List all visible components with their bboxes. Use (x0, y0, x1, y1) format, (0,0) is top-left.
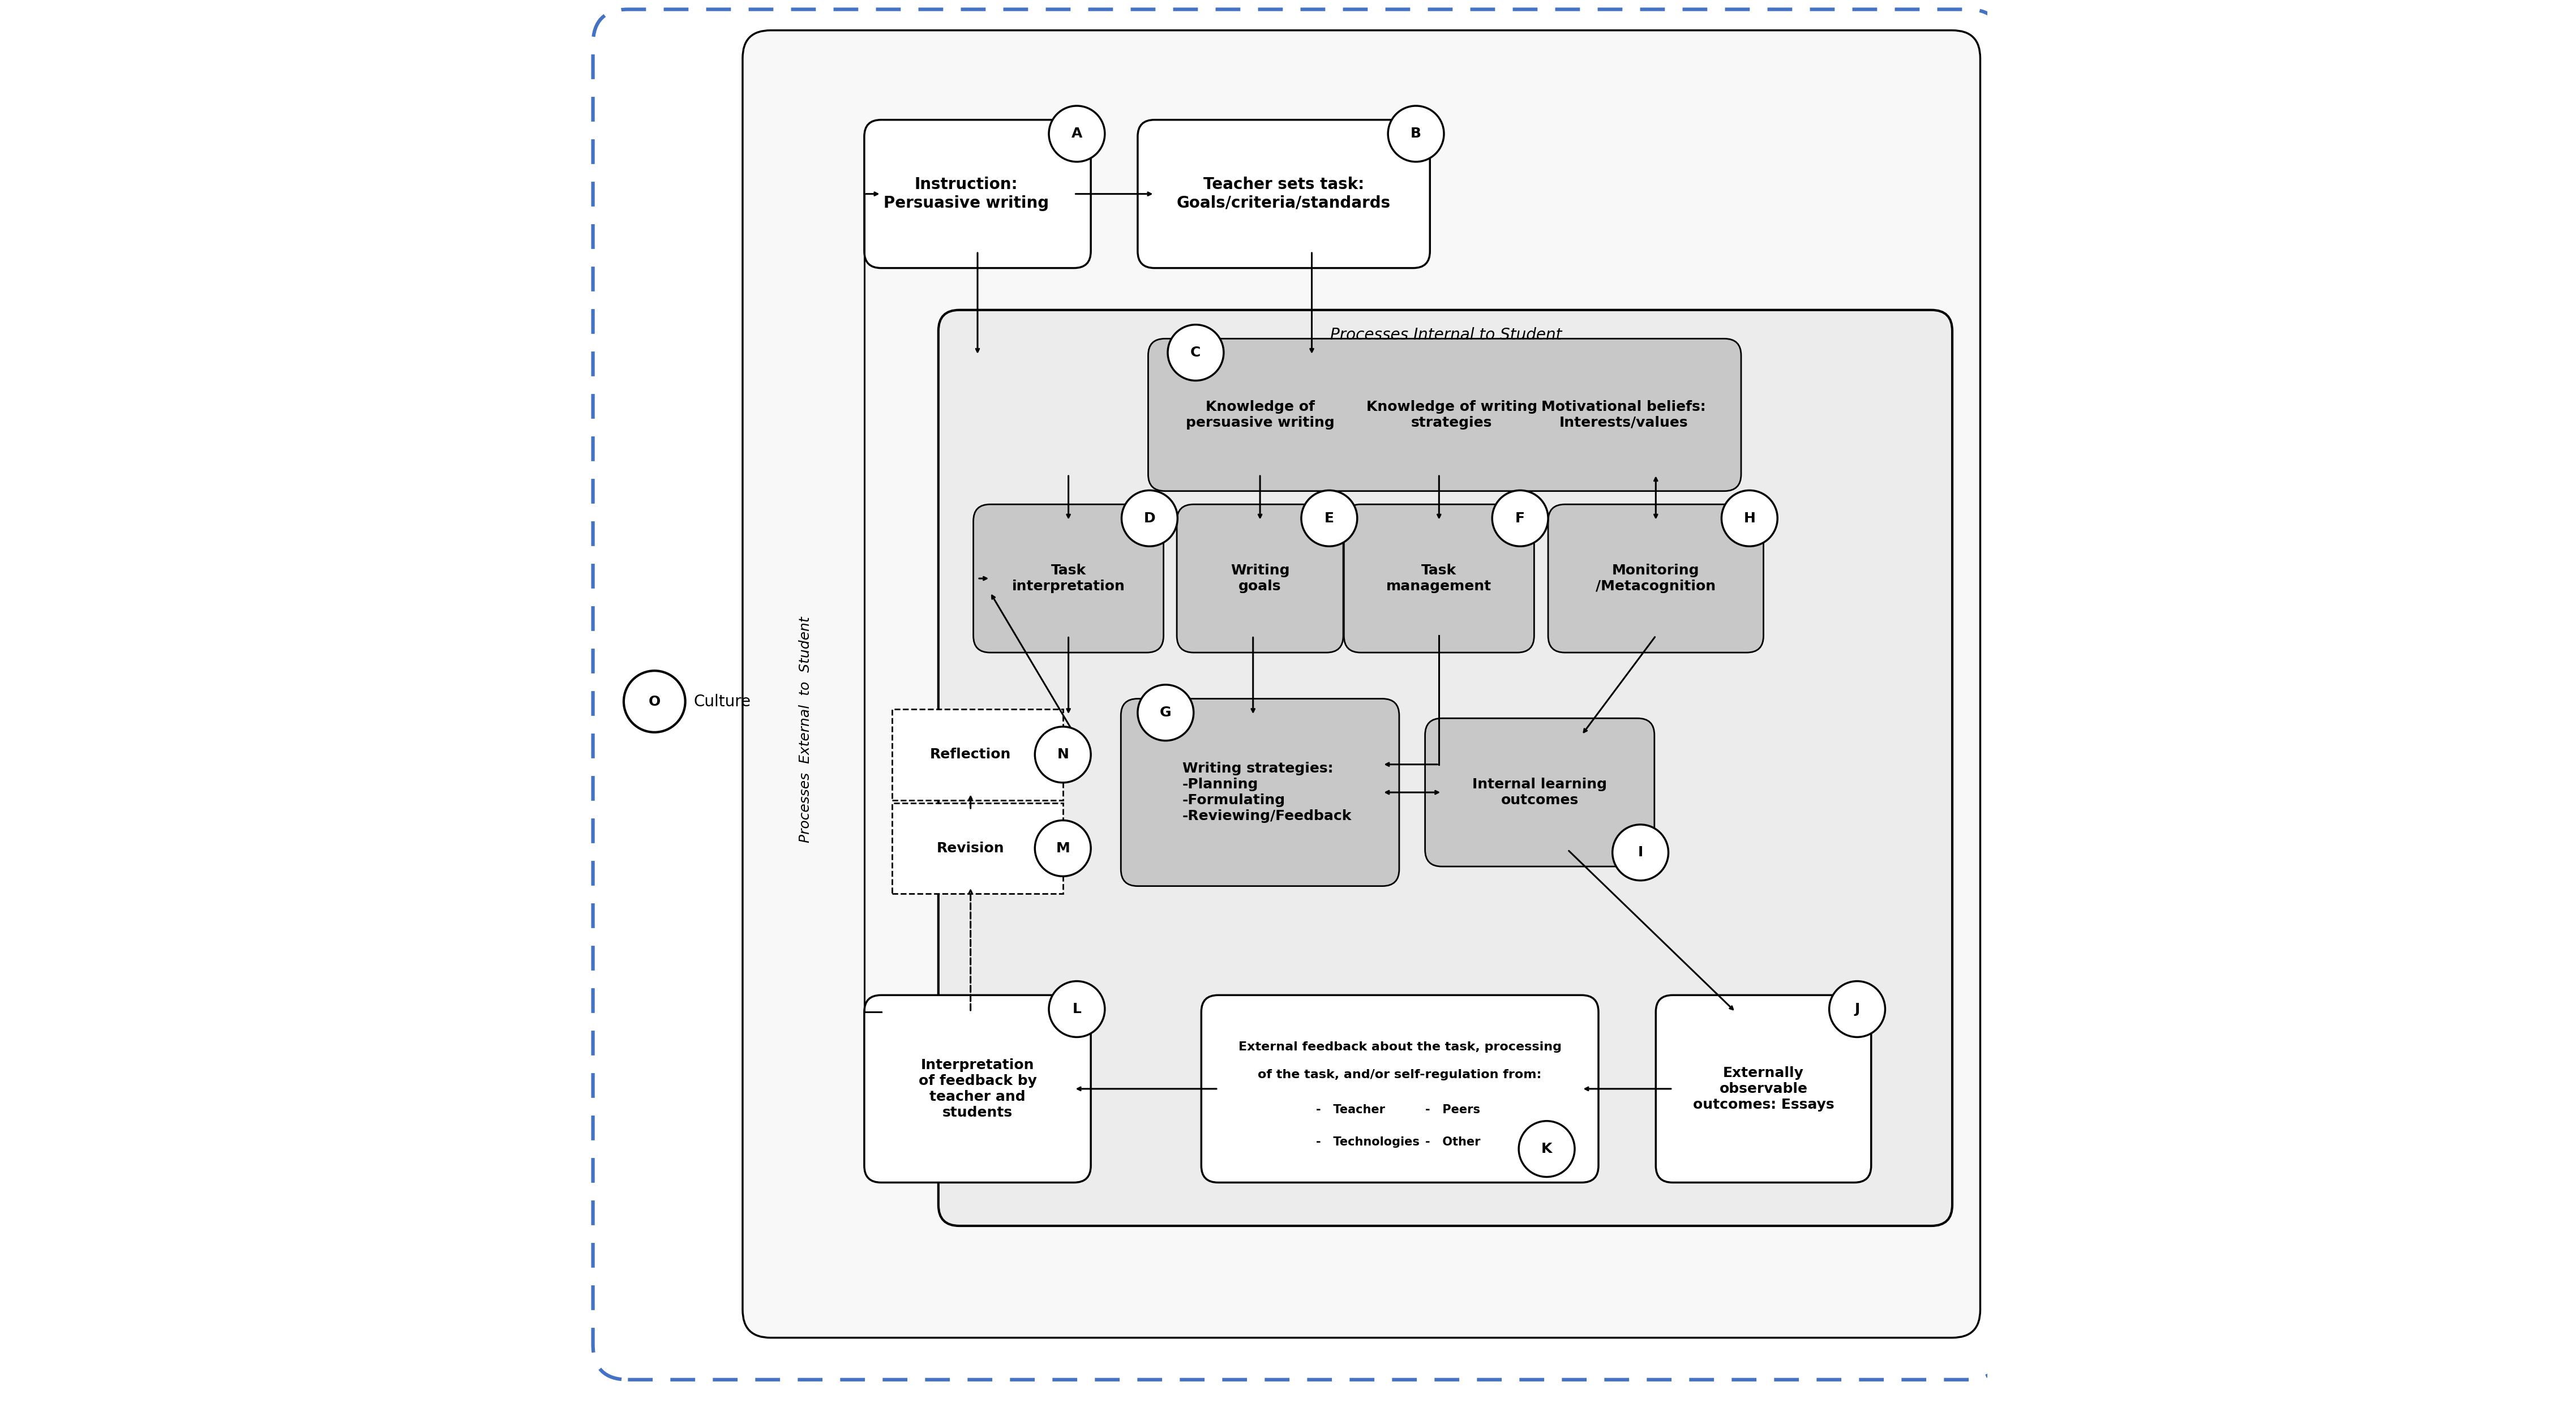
Text: of the task, and/or self-regulation from:: of the task, and/or self-regulation from… (1257, 1069, 1543, 1080)
FancyBboxPatch shape (891, 709, 1064, 800)
Circle shape (1520, 1121, 1574, 1177)
Text: -   Other: - Other (1425, 1136, 1481, 1148)
Circle shape (1167, 324, 1224, 380)
Text: Knowledge of
persuasive writing: Knowledge of persuasive writing (1185, 400, 1334, 429)
Text: Externally
observable
outcomes: Essays: Externally observable outcomes: Essays (1692, 1066, 1834, 1111)
Circle shape (1048, 981, 1105, 1037)
Text: -   Teacher: - Teacher (1316, 1104, 1386, 1115)
Circle shape (1139, 685, 1193, 741)
Text: Culture: Culture (693, 693, 750, 710)
Circle shape (1121, 491, 1177, 546)
Text: External feedback about the task, processing: External feedback about the task, proces… (1239, 1041, 1561, 1052)
Circle shape (1613, 825, 1669, 881)
FancyBboxPatch shape (1121, 699, 1399, 887)
Circle shape (623, 671, 685, 732)
FancyBboxPatch shape (1177, 504, 1342, 652)
Text: B: B (1412, 128, 1422, 140)
Text: H: H (1744, 512, 1754, 525)
Text: Processes  External  to  Student: Processes External to Student (799, 616, 811, 843)
Text: Teacher sets task:
Goals/criteria/standards: Teacher sets task: Goals/criteria/standa… (1177, 177, 1391, 210)
Circle shape (1301, 491, 1358, 546)
Text: Internal learning
outcomes: Internal learning outcomes (1473, 777, 1607, 807)
Text: Processes Internal to Student: Processes Internal to Student (1329, 327, 1561, 344)
Circle shape (1048, 105, 1105, 161)
Text: Knowledge of writing
strategies: Knowledge of writing strategies (1365, 400, 1538, 429)
Text: E: E (1324, 512, 1334, 525)
FancyBboxPatch shape (1656, 995, 1870, 1183)
Circle shape (1829, 981, 1886, 1037)
Circle shape (1388, 105, 1445, 161)
FancyBboxPatch shape (1425, 718, 1654, 867)
FancyBboxPatch shape (938, 310, 1953, 1226)
Circle shape (1036, 727, 1090, 783)
FancyBboxPatch shape (891, 803, 1064, 894)
Text: G: G (1159, 706, 1172, 720)
FancyBboxPatch shape (1548, 504, 1765, 652)
Text: M: M (1056, 842, 1069, 854)
Text: L: L (1072, 1002, 1082, 1016)
Text: F: F (1515, 512, 1525, 525)
FancyBboxPatch shape (1345, 504, 1535, 652)
Text: N: N (1056, 748, 1069, 762)
FancyBboxPatch shape (866, 995, 1090, 1183)
Text: Task
interpretation: Task interpretation (1012, 564, 1126, 593)
Text: Motivational beliefs:
Interests/values: Motivational beliefs: Interests/values (1540, 400, 1705, 429)
FancyBboxPatch shape (866, 119, 1090, 268)
Text: Monitoring
/Metacognition: Monitoring /Metacognition (1595, 564, 1716, 593)
Text: -   Peers: - Peers (1425, 1104, 1481, 1115)
Text: Task
management: Task management (1386, 564, 1492, 593)
Text: Instruction:
Persuasive writing: Instruction: Persuasive writing (884, 177, 1048, 210)
Text: A: A (1072, 128, 1082, 140)
Text: Interpretation
of feedback by
teacher and
students: Interpretation of feedback by teacher an… (920, 1058, 1036, 1120)
Text: J: J (1855, 1002, 1860, 1016)
FancyBboxPatch shape (742, 31, 1981, 1337)
Circle shape (1492, 491, 1548, 546)
Text: K: K (1540, 1142, 1553, 1156)
Text: Reflection: Reflection (930, 748, 1012, 762)
Circle shape (1036, 821, 1090, 877)
Text: I: I (1638, 846, 1643, 859)
FancyBboxPatch shape (974, 504, 1164, 652)
Text: Writing strategies:
-Planning
-Formulating
-Reviewing/Feedback: Writing strategies: -Planning -Formulati… (1182, 762, 1352, 822)
Text: O: O (649, 694, 659, 709)
Text: C: C (1190, 345, 1200, 359)
Text: Writing
goals: Writing goals (1231, 564, 1291, 593)
Text: D: D (1144, 512, 1157, 525)
Text: -   Technologies: - Technologies (1316, 1136, 1419, 1148)
FancyBboxPatch shape (1149, 338, 1741, 491)
Circle shape (1721, 491, 1777, 546)
FancyBboxPatch shape (1139, 119, 1430, 268)
FancyBboxPatch shape (1200, 995, 1600, 1183)
Text: Revision: Revision (938, 842, 1005, 854)
